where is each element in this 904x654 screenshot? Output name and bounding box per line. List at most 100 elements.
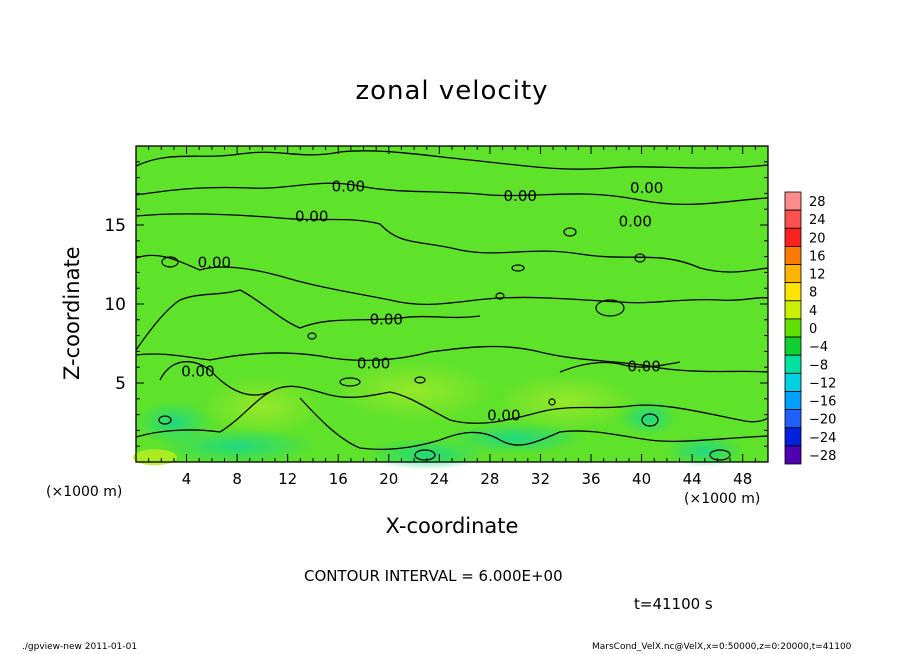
- x-tick-label: 36: [581, 470, 600, 488]
- field-shading: [445, 422, 586, 455]
- time-label: t=41100 s: [634, 595, 713, 613]
- field-shading: [202, 376, 323, 437]
- contour-loop: [511, 264, 525, 272]
- colorbar-label: 12: [809, 268, 826, 283]
- contour-line: [135, 289, 481, 351]
- x-tick-label: 32: [531, 470, 550, 488]
- footer-right: MarsCond_VelX.nc@VelX,x=0:50000,z=0:2000…: [592, 642, 852, 652]
- field-shading: [132, 449, 177, 466]
- colorbar-swatch: [784, 227, 802, 247]
- y-tick-label: 10: [104, 295, 126, 315]
- field-shading: [495, 373, 636, 430]
- colorbar-label: −8: [809, 358, 828, 373]
- contour-loop: [161, 256, 179, 268]
- colorbar-label: −28: [809, 449, 836, 464]
- contour-loop: [709, 449, 731, 461]
- colorbar-label: −20: [809, 413, 836, 428]
- colorbar-swatch: [784, 409, 802, 429]
- contour-line: [135, 391, 271, 438]
- colorbar-swatch: [784, 191, 802, 211]
- x-tick-label: 20: [379, 470, 398, 488]
- x-tick-label: 40: [632, 470, 651, 488]
- colorbar-swatch: [784, 445, 802, 465]
- contour-label: 0.00: [619, 212, 652, 230]
- colorbar-label: −4: [809, 340, 828, 355]
- x-unit-label-left: (×1000 m): [46, 484, 123, 500]
- contour-label: 0.00: [504, 187, 537, 205]
- plot-area: [132, 146, 768, 471]
- colorbar-swatch: [784, 264, 802, 284]
- contour-line: [159, 361, 769, 424]
- colorbar-swatch: [784, 245, 802, 265]
- footer-left: ./gpview-new 2011-01-01: [22, 642, 138, 652]
- contour-label: 0.00: [487, 407, 520, 425]
- y-tick-label: 5: [115, 374, 126, 394]
- x-tick-label: 28: [480, 470, 499, 488]
- contour-loop: [307, 332, 317, 340]
- colorbar-swatch: [784, 282, 802, 302]
- colorbar-label: 8: [809, 286, 817, 301]
- colorbar-label: −12: [809, 376, 836, 391]
- contour-label: 0.00: [370, 310, 403, 328]
- x-unit-label-right: (×1000 m): [684, 491, 761, 507]
- contour-line: [559, 361, 681, 373]
- colorbar-swatch: [784, 336, 802, 356]
- contour-label: 0.00: [357, 355, 390, 373]
- x-tick-label: 12: [278, 470, 297, 488]
- colorbar: 28 24 20 16 12 8 4 0 −4 −8 −12 −16 −20 −24 −28: [784, 191, 836, 465]
- contour-labels: 0.000.00 0.000.00 0.000.000.000.00 0.000.00…: [181, 178, 663, 425]
- colorbar-swatch: [784, 372, 802, 392]
- contour-loop: [563, 227, 577, 237]
- x-tick-label: 24: [430, 470, 449, 488]
- contour-label: 0.00: [627, 358, 660, 376]
- contour-label: 0.00: [332, 178, 365, 196]
- colorbar-label: 20: [809, 231, 826, 246]
- colorbar-label: −24: [809, 431, 836, 446]
- colorbar-label: 28: [809, 195, 826, 210]
- x-tick-label: 8: [232, 470, 242, 488]
- contour-loop: [548, 398, 556, 406]
- contour-line: [135, 254, 769, 305]
- contour-line: [135, 345, 769, 373]
- colorbar-label: 4: [809, 304, 817, 319]
- colorbar-swatch: [784, 209, 802, 229]
- field-shading: [157, 428, 318, 465]
- contour-label: 0.00: [181, 362, 214, 380]
- contour-line: [135, 150, 769, 170]
- colorbar-swatch: [784, 300, 802, 320]
- contour-label: 0.00: [295, 208, 328, 226]
- colorbar-swatch: [784, 427, 802, 447]
- contour-loop: [414, 449, 436, 461]
- colorbar-label: 24: [809, 213, 826, 228]
- contour-loop: [414, 376, 426, 384]
- contour-line: [135, 182, 769, 206]
- colorbar-swatch: [784, 354, 802, 374]
- contour-loop: [595, 299, 625, 317]
- colorbar-label: 16: [809, 249, 826, 264]
- contour-line: [299, 397, 769, 450]
- y-tick-label: 15: [104, 216, 126, 236]
- colorbar-label: −16: [809, 395, 836, 410]
- field-shading: [334, 360, 495, 421]
- contour-line: [135, 213, 769, 273]
- x-axis-label: X-coordinate: [385, 514, 519, 538]
- x-tick-label: 16: [329, 470, 348, 488]
- x-tick-label: 48: [733, 470, 752, 488]
- contour-lines: [135, 150, 769, 461]
- contour-loop: [634, 253, 646, 263]
- field-shading: [617, 399, 678, 436]
- contour-loop: [339, 377, 361, 387]
- contour-interval-text: CONTOUR INTERVAL = 6.000E+00: [304, 567, 563, 585]
- colorbar-label: 0: [809, 322, 817, 337]
- contour-loop: [641, 413, 659, 427]
- x-tick-label: 4: [182, 470, 192, 488]
- contour-label: 0.00: [630, 179, 663, 197]
- contour-loop: [158, 415, 172, 425]
- colorbar-swatch: [784, 391, 802, 411]
- x-tick-label: 44: [683, 470, 702, 488]
- contour-label: 0.00: [198, 253, 231, 271]
- chart-title: zonal velocity: [355, 76, 549, 106]
- contour-loop: [495, 292, 505, 300]
